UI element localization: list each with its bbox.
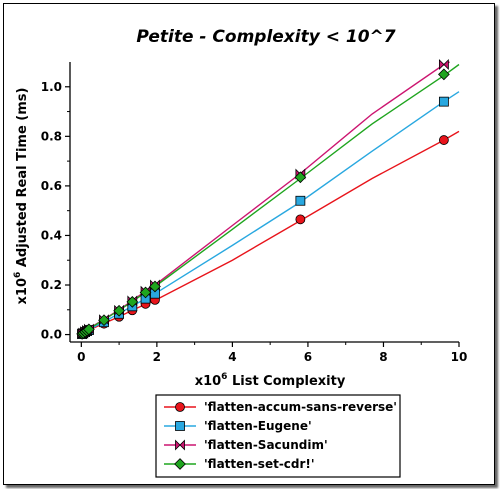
series-3-point (113, 304, 125, 317)
y-axis-label: x106 Adjusted Real Time (ms) (13, 88, 30, 305)
series-3-point (126, 295, 139, 308)
x-tick-label: 10 (451, 350, 468, 364)
legend-marker-3 (174, 458, 186, 470)
legend-marker-2 (175, 439, 185, 451)
y-axis-label-text: Adjusted Real Time (ms) (15, 88, 30, 272)
y-axis-label-exponent: 6 (13, 272, 23, 278)
y-tick-label: 0.4 (41, 228, 62, 242)
series-3-point (149, 280, 161, 293)
x-axis-label-prefix: x10 (195, 374, 221, 389)
y-axis-label-prefix: x10 (15, 278, 30, 304)
y-tick-label: 0.6 (41, 179, 62, 193)
chart-title: Petite - Complexity < 10^7 (136, 27, 395, 47)
series-line-0 (80, 130, 460, 336)
x-axis-label-text: List Complexity (227, 374, 345, 389)
series-1-point (295, 195, 306, 206)
series-1-point (438, 96, 449, 107)
chart-svg: Petite - Complexity < 10^7 0 2 4 6 8 100.00.2… (13, 27, 468, 478)
y-tick-label: 0.2 (41, 278, 62, 292)
series-3-point (83, 323, 95, 336)
legend-marker-0 (175, 402, 185, 412)
series-3-point (438, 68, 450, 81)
y-tick-label: 0.0 (41, 328, 62, 342)
legend: 'flatten-accum-sans-reverse' 'flatten-Eug… (155, 394, 401, 478)
y-tick-label: 0.8 (41, 129, 62, 143)
y-tick-label: 1.0 (41, 80, 62, 94)
legend-label-3: 'flatten-set-cdr!' (204, 457, 315, 471)
series-3-point (98, 314, 110, 327)
series-3-point (139, 286, 152, 299)
x-tick-label: 0 (77, 350, 85, 364)
series-3-point (294, 171, 307, 184)
x-tick-label: 8 (379, 350, 387, 364)
series-0-point (295, 214, 306, 225)
series-0-point (438, 135, 449, 145)
legend-label-0: 'flatten-accum-sans-reverse' (204, 400, 397, 414)
x-axis-label: x106 List Complexity (195, 372, 346, 389)
series-2-point (438, 59, 449, 70)
x-axis-label-exponent: 6 (221, 372, 227, 382)
x-tick-label: 4 (228, 350, 236, 364)
plot-area: 0 2 4 6 8 10 0.0 0.2 0.4 0.6 0.8 1.0 (41, 59, 468, 364)
legend-marker-1 (175, 421, 185, 431)
x-tick-label: 6 (304, 350, 312, 364)
series-line-2 (80, 61, 450, 336)
x-tick-label: 2 (153, 350, 161, 364)
legend-label-2: 'flatten-Sacundim' (204, 438, 328, 452)
chart-frame: Petite - Complexity < 10^7 0 2 4 6 8 10 0.0 0.2… (3, 3, 495, 485)
series-line-3 (80, 63, 460, 336)
legend-label-1: 'flatten-Eugene' (204, 419, 312, 433)
legend-box (155, 394, 401, 478)
